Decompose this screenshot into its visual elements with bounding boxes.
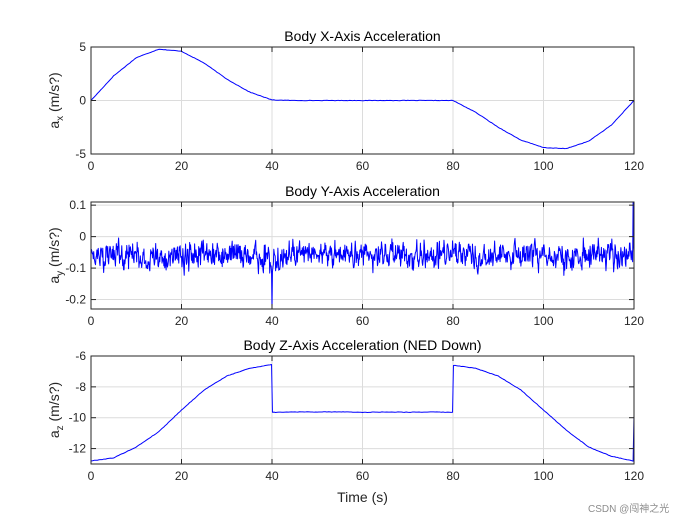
y-tick-label: 0 bbox=[79, 230, 86, 244]
z-axis-acceleration-plot: 0 20 40 60 80 100 120 -12 -10 -8 -6 Body Z-Axis Acc… bbox=[46, 337, 644, 505]
y-tick-label: -8 bbox=[75, 380, 86, 394]
y-tick-label: 0.1 bbox=[69, 198, 86, 212]
x-tick-label: 40 bbox=[265, 314, 279, 328]
y-axis-label: ay (m/s?) bbox=[46, 227, 66, 283]
y-tick-label: -10 bbox=[69, 411, 87, 425]
x-tick-label: 40 bbox=[265, 159, 279, 173]
y-axis-label: az (m/s?) bbox=[46, 382, 66, 438]
x-tick-label: 80 bbox=[446, 469, 460, 483]
x-tick-label: 60 bbox=[356, 314, 370, 328]
y-axis-label: ax (m/s?) bbox=[46, 72, 66, 128]
y-tick-label: 0 bbox=[79, 94, 86, 108]
x-axis-label: Time (s) bbox=[337, 489, 388, 505]
plot-title: Body Y-Axis Acceleration bbox=[285, 183, 440, 199]
plot-title: Body Z-Axis Acceleration (NED Down) bbox=[243, 337, 481, 353]
x-tick-label: 60 bbox=[356, 469, 370, 483]
watermark: CSDN @闯神之光 bbox=[588, 502, 669, 515]
y-tick-label: -5 bbox=[75, 147, 86, 161]
x-tick-label: 40 bbox=[265, 469, 279, 483]
y-tick-label: -0.2 bbox=[65, 293, 86, 307]
y-tick-label: -12 bbox=[69, 442, 87, 456]
x-tick-label: 80 bbox=[446, 314, 460, 328]
x-tick-label: 0 bbox=[88, 469, 95, 483]
x-tick-label: 120 bbox=[624, 314, 644, 328]
x-tick-label: 20 bbox=[175, 469, 189, 483]
x-tick-label: 100 bbox=[533, 159, 553, 173]
y-tick-label: 5 bbox=[79, 40, 86, 54]
y-axis-acceleration-plot: 0 20 40 60 80 100 120 -0.2 -0.1 0 0.1 Body Y-Axis A… bbox=[46, 183, 644, 328]
x-tick-label: 0 bbox=[88, 314, 95, 328]
x-tick-label: 120 bbox=[624, 159, 644, 173]
x-tick-label: 0 bbox=[88, 159, 95, 173]
x-tick-label: 100 bbox=[533, 314, 553, 328]
plot-title: Body X-Axis Acceleration bbox=[284, 28, 440, 44]
y-tick-label: -0.1 bbox=[65, 261, 86, 275]
data-trace bbox=[90, 364, 635, 462]
x-tick-label: 80 bbox=[446, 159, 460, 173]
x-tick-label: 100 bbox=[533, 469, 553, 483]
x-tick-label: 120 bbox=[624, 469, 644, 483]
x-tick-label: 20 bbox=[175, 159, 189, 173]
x-tick-label: 20 bbox=[175, 314, 189, 328]
y-tick-label: -6 bbox=[75, 349, 86, 363]
data-trace bbox=[90, 201, 635, 310]
x-tick-label: 60 bbox=[356, 159, 370, 173]
